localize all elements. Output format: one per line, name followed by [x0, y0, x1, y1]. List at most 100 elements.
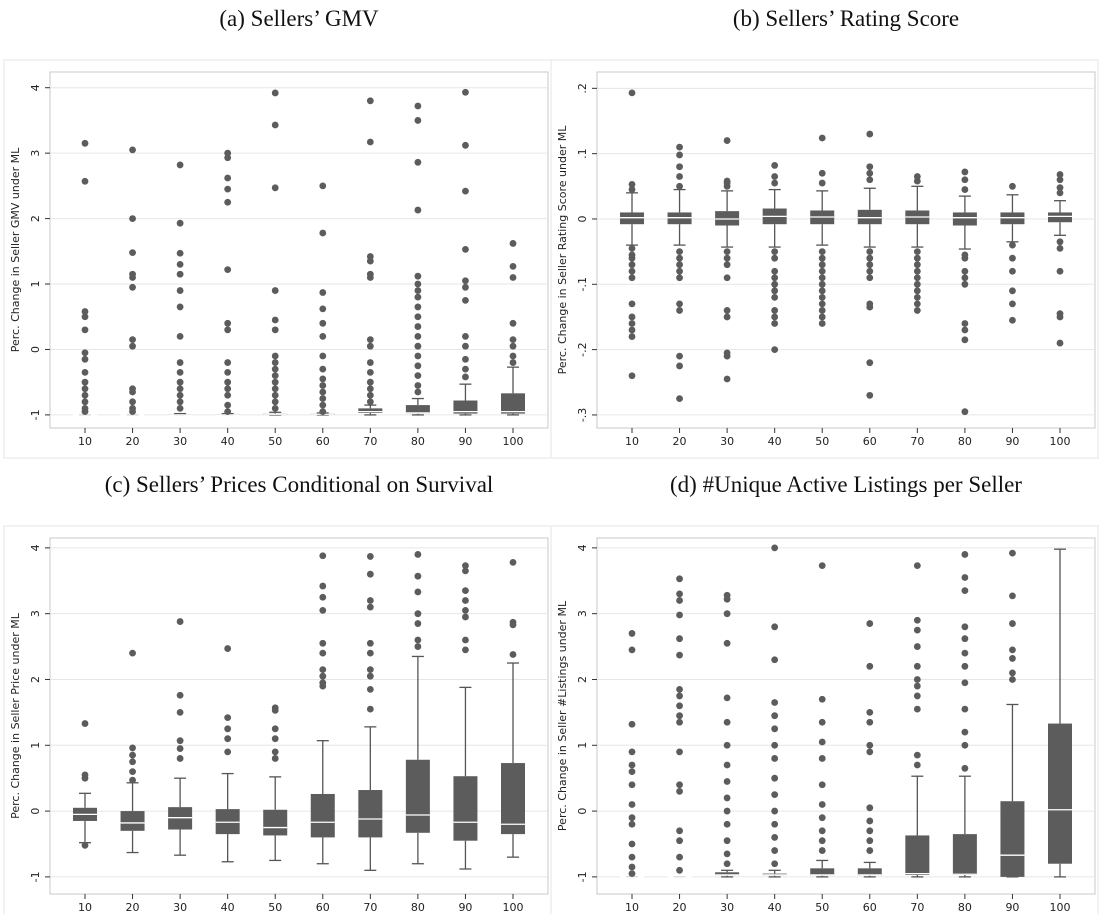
box [857, 209, 882, 225]
outlier [676, 274, 683, 282]
outlier [271, 316, 279, 324]
outlier [271, 404, 279, 412]
x-tick-label: 70 [363, 435, 377, 448]
outlier [271, 326, 279, 334]
outlier [366, 274, 374, 281]
outlier [961, 741, 969, 749]
outlier [818, 837, 826, 845]
y-tick-label: -.2 [576, 342, 589, 356]
outlier [628, 814, 636, 822]
outlier [462, 332, 469, 340]
outlier [723, 248, 731, 256]
outlier [913, 254, 921, 262]
outlier [723, 137, 731, 144]
outlier [81, 313, 89, 321]
outlier [818, 320, 826, 327]
outlier [1056, 339, 1064, 347]
outlier [771, 807, 779, 815]
outlier [771, 162, 779, 169]
outlier [1009, 620, 1016, 627]
outlier [771, 791, 779, 799]
outlier [414, 620, 422, 627]
outlier [414, 551, 422, 558]
outlier [509, 558, 517, 566]
x-tick-label: 100 [1050, 901, 1071, 914]
outlier [628, 300, 636, 308]
outlier [509, 651, 517, 658]
outlier [366, 359, 374, 366]
box [620, 212, 644, 225]
outlier [224, 385, 232, 393]
y-tick-label: 3 [29, 610, 42, 617]
outlier [462, 646, 469, 654]
y-tick-label: 1 [576, 742, 589, 749]
x-tick-label: 30 [720, 901, 734, 914]
outlier [818, 254, 826, 262]
outlier [723, 820, 731, 828]
outlier [961, 649, 969, 657]
outlier [628, 630, 636, 637]
x-tick-label: 50 [268, 435, 282, 448]
x-tick-label: 70 [910, 435, 924, 448]
outlier [224, 368, 232, 376]
outlier [771, 623, 779, 631]
outlier [961, 186, 969, 193]
outlier [723, 807, 731, 815]
x-tick-label: 50 [268, 901, 282, 914]
x-tick-label: 80 [958, 435, 972, 448]
outlier [676, 307, 683, 314]
outlier [414, 588, 422, 596]
y-tick-label: 4 [29, 544, 42, 551]
y-tick-label: 2 [29, 676, 42, 683]
y-tick-label: 0 [29, 346, 42, 353]
outlier [509, 319, 517, 327]
outlier [961, 274, 969, 282]
outlier [961, 623, 969, 631]
outlier [81, 349, 89, 357]
outlier [224, 748, 232, 756]
outlier [676, 692, 683, 700]
x-tick-label: 100 [503, 435, 524, 448]
outlier [771, 287, 779, 295]
outlier [723, 595, 731, 603]
outlier [414, 636, 422, 644]
outlier [129, 744, 136, 752]
outlier [414, 372, 422, 380]
outlier [1009, 287, 1016, 295]
outlier [366, 649, 374, 657]
x-tick-label: 60 [863, 901, 877, 914]
outlier [628, 853, 636, 861]
outlier [319, 382, 327, 389]
outlier [628, 326, 636, 334]
outlier [224, 378, 232, 386]
outlier [366, 368, 374, 376]
outlier [961, 168, 969, 176]
outlier [866, 804, 874, 812]
outlier [366, 570, 374, 578]
outlier [628, 720, 636, 728]
x-tick-label: 20 [673, 901, 687, 914]
outlier [224, 714, 232, 722]
outlier [723, 182, 731, 190]
outlier [462, 245, 469, 253]
outlier [771, 179, 779, 187]
outlier [366, 138, 374, 146]
outlier [723, 352, 731, 360]
outlier [961, 679, 969, 687]
outlier [1056, 238, 1064, 246]
outlier [1009, 549, 1016, 557]
outlier [319, 639, 327, 647]
box [358, 790, 383, 838]
box [310, 793, 335, 838]
outlier [866, 267, 874, 275]
outlier [462, 606, 469, 614]
outlier [961, 635, 969, 643]
box [453, 776, 478, 841]
outlier [866, 817, 874, 825]
outlier [271, 359, 279, 366]
outlier [771, 699, 779, 706]
outlier [224, 391, 232, 399]
outlier [319, 289, 327, 296]
outlier [866, 741, 874, 749]
